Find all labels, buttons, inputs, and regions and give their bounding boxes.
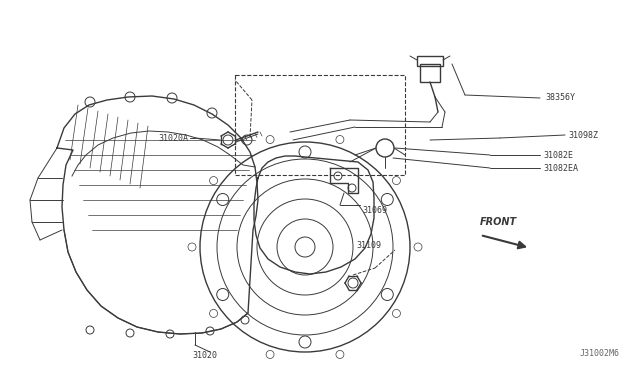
Text: 31020: 31020: [193, 350, 218, 359]
Text: 31069: 31069: [362, 205, 387, 215]
Text: 31020A: 31020A: [158, 134, 188, 142]
Text: FRONT: FRONT: [480, 217, 517, 227]
Text: 31082E: 31082E: [543, 151, 573, 160]
Text: J31002M6: J31002M6: [580, 349, 620, 358]
Text: 31098Z: 31098Z: [568, 131, 598, 140]
Bar: [420, 64, 440, 82]
Bar: [417, 56, 443, 66]
Text: 31082EA: 31082EA: [543, 164, 578, 173]
Text: 38356Y: 38356Y: [545, 93, 575, 102]
Text: 31109: 31109: [356, 241, 381, 250]
